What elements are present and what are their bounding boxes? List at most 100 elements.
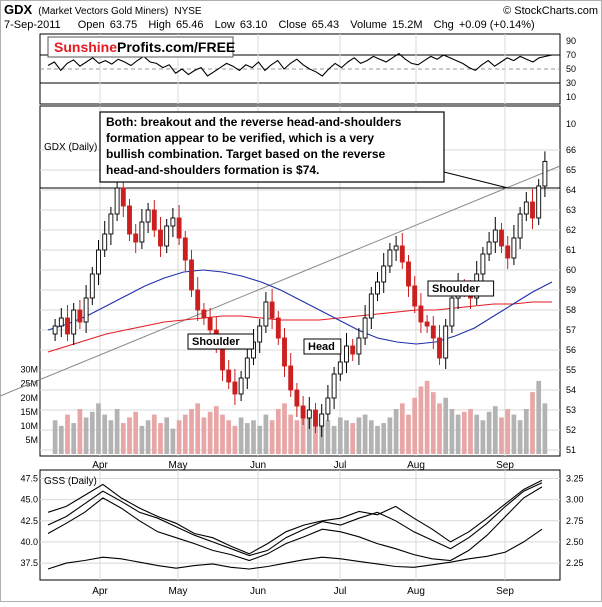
candle-body	[319, 413, 325, 427]
volume-bar	[127, 417, 132, 454]
volume-bar	[213, 406, 219, 454]
annotation-line: bullish combination. Target based on the…	[106, 147, 385, 161]
volume-bar	[120, 423, 126, 454]
candle-body	[189, 259, 194, 291]
candle-body	[257, 325, 263, 343]
volume-tick: 15M	[20, 407, 38, 417]
candle-body	[294, 389, 300, 407]
volume-bar	[461, 411, 467, 454]
volume-bar	[65, 414, 70, 454]
candle-body	[480, 253, 486, 275]
candle-body	[220, 345, 225, 371]
candle-body	[505, 245, 511, 259]
volume-bar	[492, 406, 498, 454]
price-tick-65: 65	[566, 165, 576, 175]
gss-tick-right: 2.50	[566, 537, 584, 547]
candle-body	[306, 409, 312, 419]
gss-tick-left: 37.5	[20, 558, 38, 568]
candle-body	[145, 209, 151, 223]
low-label: Low	[215, 19, 235, 31]
candle-body	[65, 317, 70, 335]
candle-body	[437, 337, 442, 359]
volume-bar	[207, 411, 213, 454]
volume-bar	[182, 414, 188, 454]
gss-series-line-3	[47, 528, 543, 570]
volume-bar	[102, 414, 108, 454]
volume-bar	[480, 420, 486, 454]
x-tick-Apr: Apr	[92, 460, 108, 471]
volume-bar	[238, 417, 244, 454]
pattern-label-box	[303, 338, 342, 355]
volume-bar	[381, 423, 387, 454]
volume-bar	[325, 420, 331, 454]
candle-body	[201, 309, 207, 319]
volume-bar	[282, 403, 287, 454]
candle-body	[536, 185, 542, 219]
volume-value: 15.2M	[392, 19, 423, 31]
candle-body	[511, 237, 517, 259]
gss-series-line-0	[47, 479, 543, 555]
candle-body	[89, 273, 95, 299]
volume-bar	[306, 417, 312, 454]
volume-tick: 5M	[25, 435, 38, 445]
volume-bar	[201, 417, 207, 454]
volume-bar	[530, 392, 535, 454]
annotation-text: Both: breakout and the reverse head-and-…	[106, 115, 402, 177]
candle-body	[108, 213, 114, 235]
gss-x-tick-Sep: Sep	[496, 586, 514, 597]
annotation-line: formation appear to be verified, which i…	[106, 131, 374, 145]
candle-body	[381, 265, 387, 283]
candle-body	[182, 237, 188, 261]
candle-body	[58, 317, 64, 327]
price-tick-53: 53	[566, 405, 576, 415]
candle-body	[244, 357, 250, 379]
candle-body	[530, 201, 535, 219]
price-tick-63: 63	[566, 205, 576, 215]
exchange: NYSE	[174, 6, 202, 17]
volume-tick: 10M	[20, 421, 38, 431]
header-line-1: GDX (Market Vectors Gold Miners) NYSE	[4, 2, 202, 17]
price-panel-label: GDX (Daily)	[44, 142, 97, 153]
branding-part2: Profits.com/FREE	[117, 39, 235, 55]
volume-bar	[406, 414, 411, 454]
ma50-line	[47, 269, 553, 345]
rsi-tick-90: 90	[566, 36, 576, 46]
volume-bar	[424, 380, 430, 454]
volume-bar	[294, 420, 300, 454]
price-tick-54: 54	[566, 385, 576, 395]
candle-body	[226, 369, 232, 383]
volume-bar	[511, 414, 517, 454]
candle-body	[77, 309, 83, 323]
gss-x-tick-May: May	[169, 586, 188, 597]
price-tick-57: 57	[566, 325, 576, 335]
candle-body	[263, 301, 269, 327]
symbol: GDX	[4, 2, 33, 17]
candle-body	[356, 337, 362, 355]
volume-bar	[449, 409, 455, 454]
gss-tick-right: 3.00	[566, 495, 584, 505]
volume-bar	[108, 420, 114, 454]
candle-body	[331, 373, 337, 399]
candle-body	[195, 289, 201, 311]
price-tick-55: 55	[566, 365, 576, 375]
candle-body	[313, 409, 318, 427]
volume-bar	[443, 397, 449, 454]
volume-bar	[288, 414, 294, 454]
low-value: 63.10	[240, 19, 268, 31]
candle-body	[368, 293, 374, 319]
volume-bar	[430, 392, 436, 454]
volume-bar	[139, 425, 145, 454]
candle-body	[399, 245, 405, 263]
candle-body	[288, 365, 294, 391]
volume-bar	[517, 420, 523, 454]
volume-bar	[189, 409, 194, 454]
volume-bar	[145, 420, 151, 454]
candle-body	[486, 241, 492, 255]
volume-bar	[337, 417, 343, 454]
volume-bar	[399, 403, 405, 454]
price-tick-10: 10	[566, 119, 576, 129]
volume-bar	[412, 397, 418, 454]
volume-bar	[89, 411, 95, 454]
candle-body	[282, 337, 287, 367]
pattern-label: Shoulder	[432, 283, 480, 295]
